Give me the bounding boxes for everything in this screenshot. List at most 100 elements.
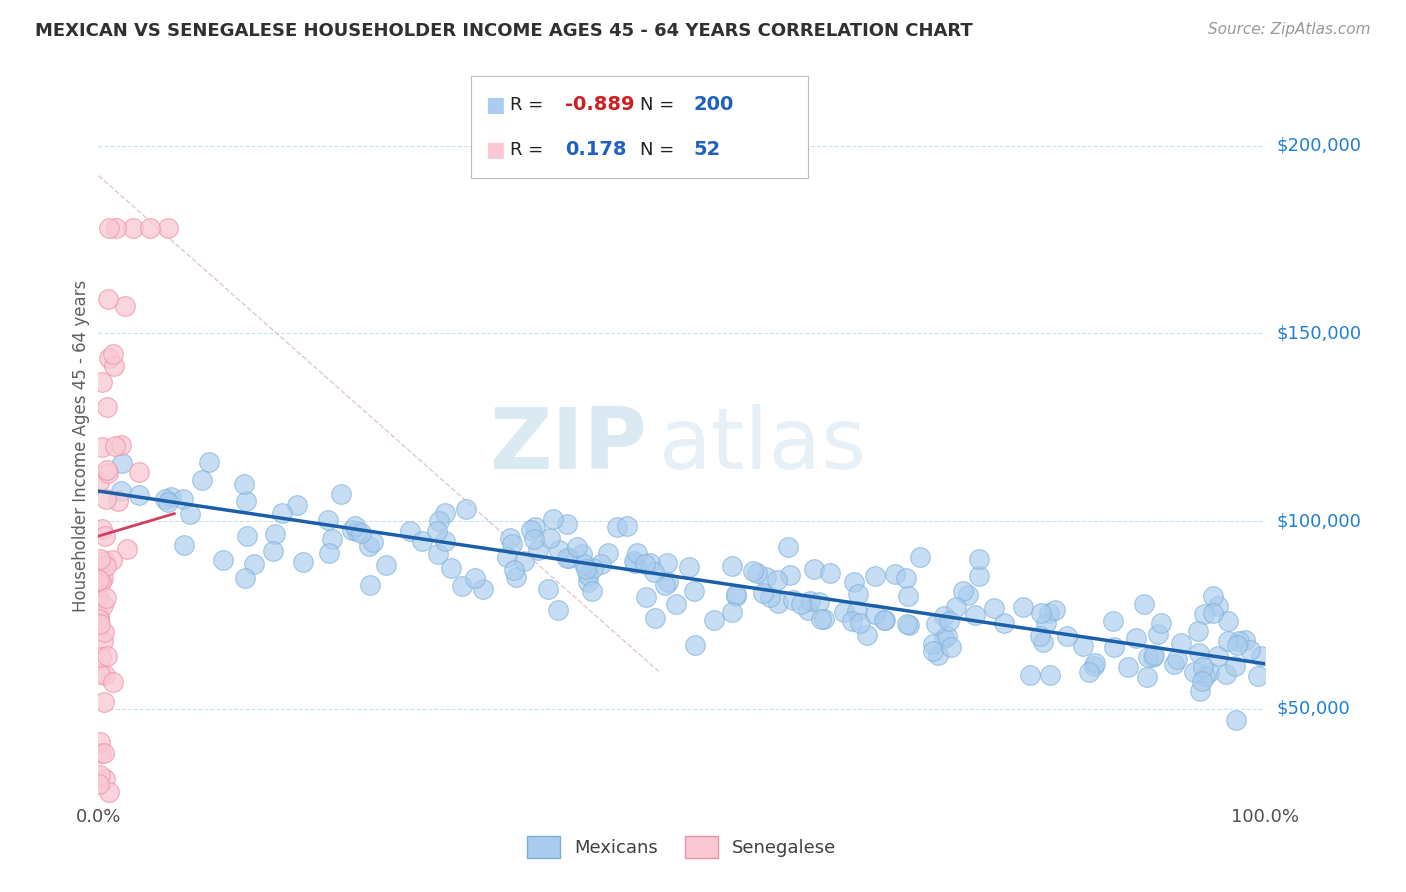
Point [682,584,704,599]
Text: -0.889: -0.889 [565,95,634,114]
Point [96,463,118,477]
Point [846,604,869,618]
Point [411,534,433,549]
Point [574,557,596,571]
Point [94,554,117,568]
Point [1142,648,1164,662]
Point [884,566,907,581]
Point [97,466,120,480]
Point [291,555,314,569]
Point [1083,659,1105,673]
Point [172,491,194,506]
Text: Source: ZipAtlas.com: Source: ZipAtlas.com [1208,22,1371,37]
Point [359,578,381,592]
Point [725,589,748,603]
Point [93,667,115,681]
Point [198,454,221,468]
Point [89,768,111,782]
Point [454,501,477,516]
Point [329,487,352,501]
Point [94,772,117,787]
Point [233,477,256,491]
Point [548,543,571,558]
Point [1039,668,1062,682]
Point [993,616,1015,631]
Point [89,666,111,681]
Point [512,554,534,568]
Point [427,515,450,529]
Text: ■: ■ [485,95,505,114]
Point [896,617,918,632]
Point [94,591,117,606]
Point [346,524,368,538]
Point [634,590,657,604]
Point [233,570,256,584]
Point [105,221,128,235]
Point [344,519,367,533]
Point [433,533,456,548]
Point [93,624,115,639]
Point [567,540,589,554]
Point [526,543,548,558]
Point [626,546,648,560]
Point [758,590,780,604]
Point [156,495,179,509]
Point [173,538,195,552]
Point [1078,665,1101,680]
Point [1045,603,1067,617]
Point [1118,660,1140,674]
Point [427,547,450,561]
Text: N =: N = [640,141,673,159]
Point [122,221,145,235]
Point [1029,606,1052,620]
Text: ZIP: ZIP [489,404,647,488]
Point [576,575,599,590]
Text: R =: R = [510,141,544,159]
Point [90,441,112,455]
Point [1198,665,1220,679]
Point [318,513,340,527]
Point [538,531,561,545]
Point [557,550,579,565]
Point [755,570,778,584]
Point [575,562,598,576]
Point [745,566,768,580]
Point [863,607,886,622]
Point [1182,665,1205,680]
Point [983,600,1005,615]
Point [1132,597,1154,611]
Point [1029,630,1052,644]
Point [179,507,201,521]
Point [952,584,974,599]
Point [818,566,841,580]
Point [1032,634,1054,648]
Point [107,493,129,508]
Point [1194,669,1216,683]
Point [1208,599,1230,614]
Point [139,221,162,235]
Text: R =: R = [510,95,544,113]
Point [1246,669,1268,683]
Point [623,554,645,568]
Point [1035,616,1057,631]
Point [938,615,960,629]
Point [243,557,266,571]
Point [1225,713,1247,727]
Point [440,560,463,574]
Point [725,587,748,601]
Point [896,570,918,584]
Y-axis label: Householder Income Ages 45 - 64 years: Householder Income Ages 45 - 64 years [72,280,90,612]
Point [967,569,990,583]
Point [969,551,991,566]
Point [89,475,111,490]
Point [96,649,118,664]
Point [1239,642,1261,657]
Point [89,612,111,626]
Point [91,571,114,585]
Point [190,473,212,487]
Point [846,587,869,601]
Point [523,520,546,534]
Text: $50,000: $50,000 [1277,700,1350,718]
Point [89,735,111,749]
Point [921,637,943,651]
